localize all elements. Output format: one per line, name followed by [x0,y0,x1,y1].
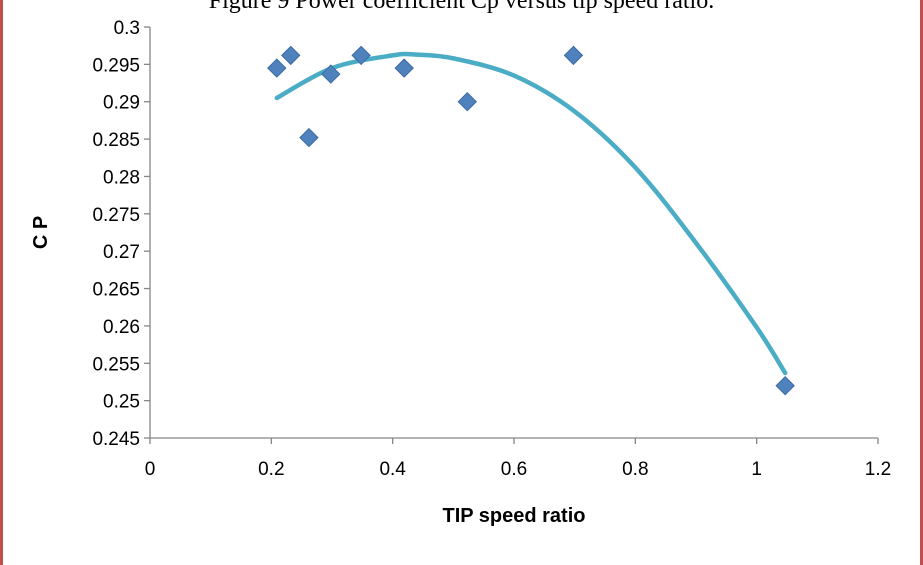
data-point [351,45,371,66]
x-tick-labels: 0 0.2 0.4 0.6 0.8 1 1.2 [145,459,892,480]
x-tick-label: 0.4 [379,459,406,480]
y-tick-label: 0.29 [103,93,140,114]
data-point [281,45,301,66]
y-tick-label: 0.26 [103,317,140,338]
data-point [299,127,319,148]
data-points [267,45,795,396]
axes [144,26,879,444]
x-tick-label: 1.2 [865,459,891,480]
data-point [775,375,795,396]
data-point [267,58,287,78]
y-tick-label: 0.25 [103,392,140,413]
x-tick-label: 0.8 [622,459,648,480]
y-tick-label: 0.275 [92,205,140,226]
x-tick-label: 1 [751,459,762,480]
data-point [457,92,477,112]
data-point [321,64,341,84]
y-tick-label: 0.3 [114,18,140,39]
y-tick-label: 0.295 [92,55,140,76]
y-tick-labels: 0.245 0.25 0.255 0.26 0.265 0.27 0.275 0.28 0.28… [92,18,140,450]
data-point [394,58,414,78]
x-tick-label: 0.2 [258,459,284,480]
y-tick-label: 0.255 [92,354,140,375]
trendline-group [274,51,788,376]
data-point [563,45,584,66]
y-tick-label: 0.27 [103,242,140,263]
trendline [274,51,788,376]
y-tick-label: 0.265 [92,280,140,301]
x-tick-label: 0.6 [501,459,527,480]
y-tick-label: 0.245 [92,429,140,450]
y-tick-label: 0.28 [103,167,140,188]
y-tick-label: 0.285 [92,130,140,151]
y-axis-label: C P [30,216,52,249]
figure-caption: Figure 9 Power coefficient Cp versus tip… [208,0,715,14]
x-tick-label: 0 [145,459,156,480]
x-axis-label: TIP speed ratio [442,505,585,527]
